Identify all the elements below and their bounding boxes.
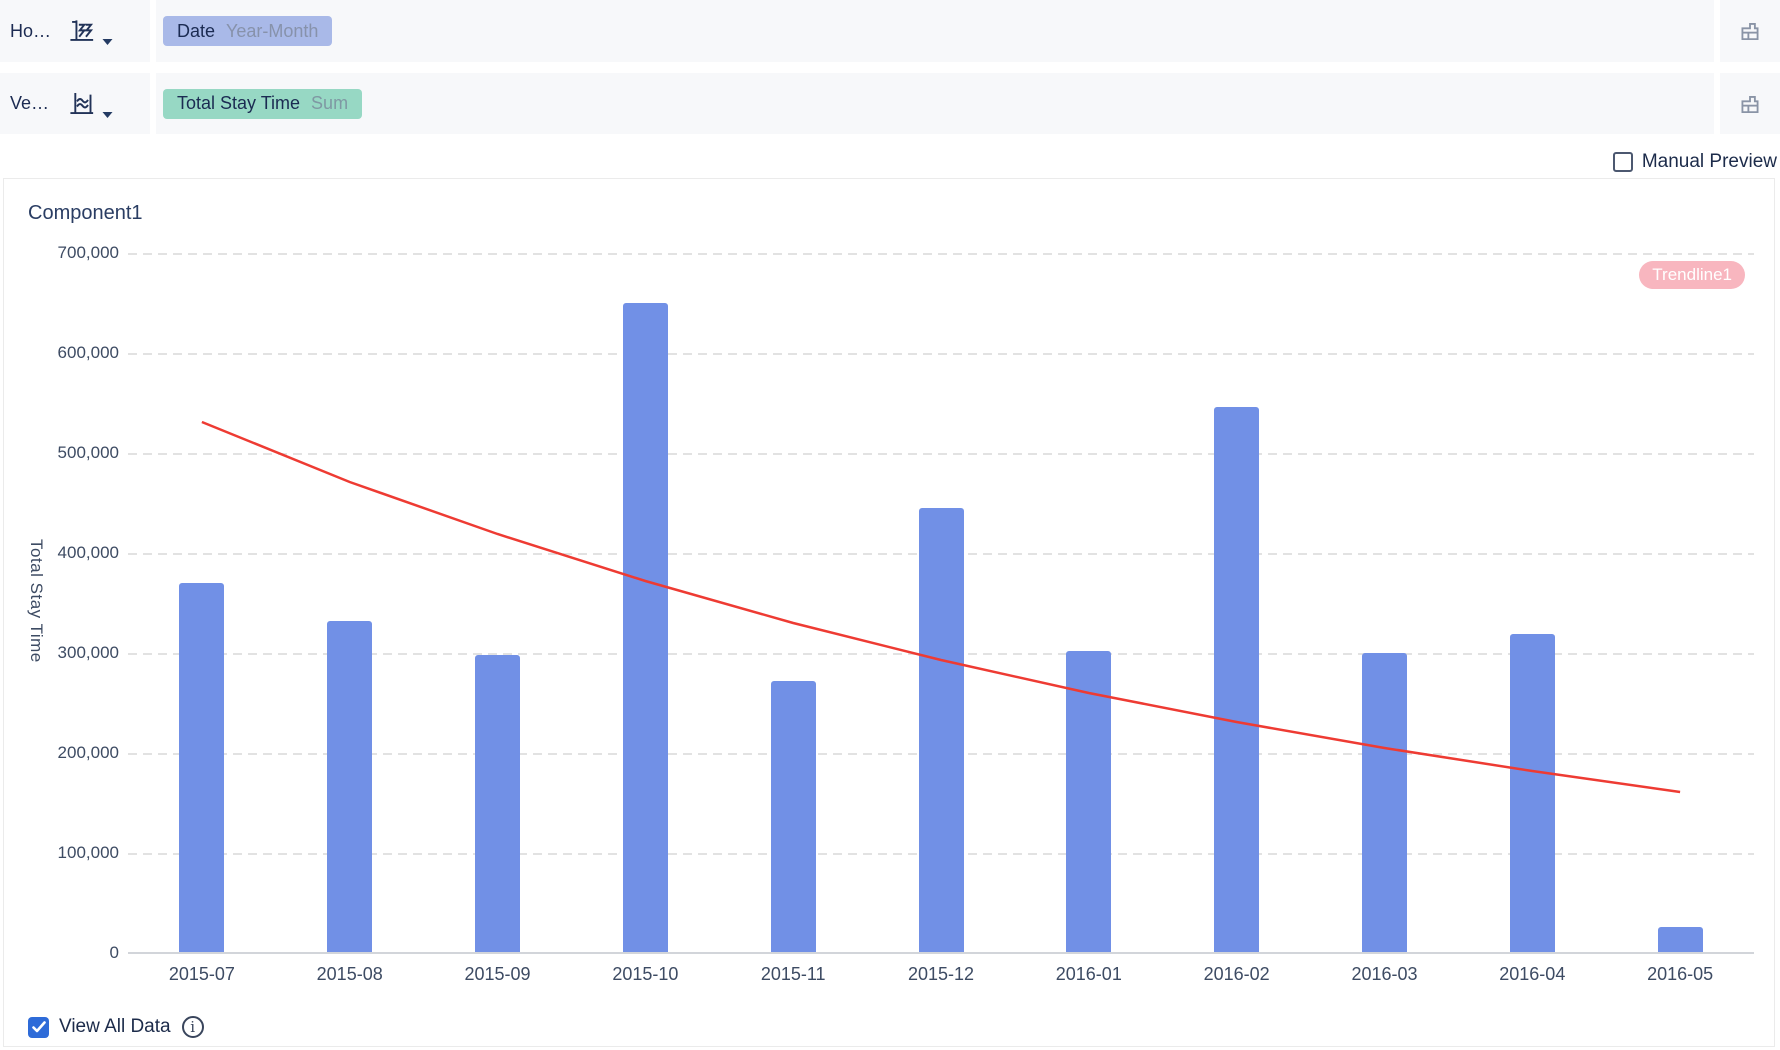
x-tick-label: 2016-05 (1647, 964, 1714, 984)
horizontal-axis-icon (68, 18, 95, 45)
y-tick-label: 100,000 (57, 843, 119, 862)
vertical-style-zone (1720, 73, 1780, 134)
x-tick-label: 2016-03 (1351, 964, 1418, 984)
measure-field-aggregation: Sum (311, 93, 349, 113)
checkbox-unchecked-box[interactable] (1612, 152, 1633, 172)
gridline (128, 453, 1754, 455)
x-tick-label: 2016-04 (1499, 964, 1566, 984)
x-tick-label: 2016-01 (1055, 964, 1122, 984)
horizontal-axis-field-zone: Ho… (0, 0, 150, 62)
x-tick-label: 2015-08 (316, 964, 383, 984)
x-tick-label: 2016-02 (1203, 964, 1270, 984)
bar-2016-03[interactable] (1362, 653, 1407, 952)
view-all-data-label: View All Data (59, 1016, 171, 1037)
horizontal-axis-shelf: Ho… Date Year-Month (0, 0, 1780, 62)
date-field-name: Date (177, 20, 216, 41)
manual-preview-label: Manual Preview (1641, 151, 1777, 172)
date-field-granularity: Year-Month (226, 20, 319, 41)
gridline (128, 353, 1754, 355)
bar-2015-12[interactable] (918, 508, 964, 952)
gridline (128, 253, 1754, 255)
date-field-pill[interactable]: Date Year-Month (163, 16, 333, 46)
y-tick-label: 700,000 (57, 243, 119, 262)
plot-area (128, 179, 1754, 954)
x-axis-line (128, 952, 1754, 954)
view-all-data-checkbox[interactable] (28, 1016, 49, 1038)
brush-icon[interactable] (1737, 18, 1763, 44)
manual-preview-checkbox[interactable]: Manual Preview (1612, 151, 1777, 173)
chart-panel: Component1 Trendline1 Total Stay Time 0 1… (3, 178, 1775, 1047)
bar-2015-10[interactable] (622, 303, 668, 952)
vertical-pills-zone: Total Stay Time Sum (156, 73, 1714, 134)
y-tick-label: 300,000 (57, 643, 119, 662)
chart-title: Component1 (28, 202, 143, 224)
info-icon[interactable]: i (181, 1016, 204, 1038)
bar-2015-09[interactable] (475, 655, 520, 952)
x-tick-label: 2015-11 (760, 964, 826, 984)
chevron-down-icon[interactable] (102, 38, 113, 46)
vertical-axis-icon (68, 90, 95, 117)
bar-2016-05[interactable] (1657, 927, 1703, 952)
horizontal-pills-zone: Date Year-Month (156, 0, 1714, 62)
y-tick-label: 600,000 (57, 343, 119, 362)
x-tick-label: 2015-09 (464, 964, 531, 984)
bar-2016-02[interactable] (1214, 407, 1260, 952)
trendline-badge[interactable]: Trendline1 (1639, 261, 1745, 289)
y-tick-label: 400,000 (57, 543, 119, 562)
bar-2015-11[interactable] (770, 681, 816, 952)
y-tick-label: 0 (109, 943, 119, 962)
brush-icon[interactable] (1737, 91, 1763, 117)
vertical-axis-label: Ve… (10, 93, 50, 113)
chevron-down-icon[interactable] (102, 111, 113, 119)
measure-field-pill[interactable]: Total Stay Time Sum (163, 88, 363, 119)
horizontal-axis-label: Ho… (10, 20, 52, 41)
y-tick-label: 200,000 (57, 743, 119, 762)
measure-field-name: Total Stay Time (177, 93, 301, 113)
x-tick-label: 2015-07 (168, 964, 235, 984)
vertical-axis-shelf: Ve… Total Stay Time Sum (0, 73, 1780, 134)
view-all-data-control: View All Data i (28, 1016, 204, 1038)
bar-2016-04[interactable] (1509, 634, 1555, 952)
y-tick-label: 500,000 (57, 443, 119, 462)
y-axis-title: Total Stay Time (27, 539, 46, 663)
bar-2016-01[interactable] (1066, 651, 1112, 952)
bar-2015-07[interactable] (179, 583, 225, 952)
vertical-axis-field-zone: Ve… (0, 73, 150, 134)
x-tick-label: 2015-12 (907, 964, 975, 984)
bar-2015-08[interactable] (327, 621, 373, 952)
x-tick-label: 2015-10 (612, 964, 679, 984)
horizontal-style-zone (1720, 0, 1780, 62)
